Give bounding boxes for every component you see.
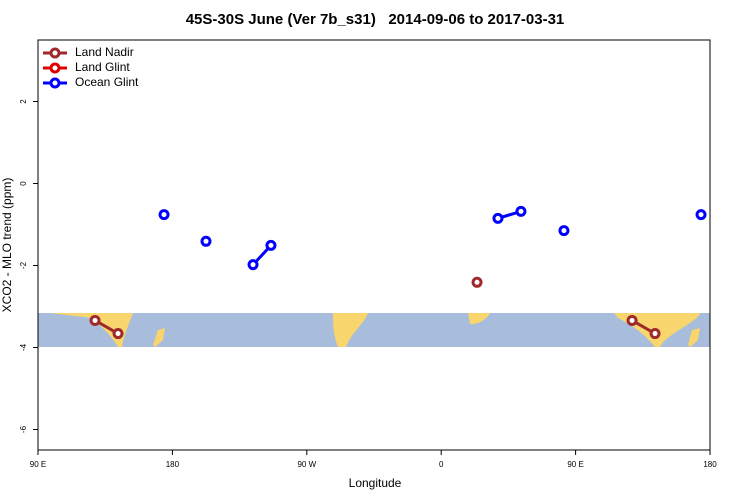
x-tick-label: 0 [439,460,444,469]
y-tick-label: 2 [19,99,28,104]
data-point [471,276,483,288]
series-line [253,211,701,264]
data-point [626,314,638,326]
x-tick-label: 180 [703,460,717,469]
plot-frame [37,39,711,451]
y-tick-label: 0 [19,181,28,186]
data-point [649,328,661,340]
legend-marker [49,62,61,74]
y-tick-label: -4 [19,343,28,351]
data-point [112,328,124,340]
legend-marker [49,77,61,89]
y-axis-label: XCO2 - MLO trend (ppm) [0,178,14,313]
x-tick-label: 90 E [30,460,46,469]
land [468,313,490,325]
x-tick-label: 90 E [567,460,583,469]
data-point [558,225,570,237]
legend-label: Ocean Glint [75,75,139,89]
x-tick-label: 180 [166,460,180,469]
map-band [38,313,710,347]
legend-label: Land Glint [75,60,130,74]
legend-marker [49,47,61,59]
land [688,328,700,347]
data-point [265,239,277,251]
data-point [695,209,707,221]
x-tick-label: 90 W [297,460,316,469]
data-point [158,209,170,221]
legend-label: Land Nadir [75,45,134,59]
y-tick-label: -2 [19,261,28,269]
data-point [247,259,259,271]
land [50,313,133,347]
data-point [515,205,527,217]
y-tick-label: -6 [19,425,28,433]
x-axis-label: Longitude [349,476,402,490]
data-point [492,212,504,224]
data-point [200,235,212,247]
land [153,328,165,347]
ocean-band [38,313,710,347]
data-point [89,314,101,326]
land [333,313,368,347]
chart-title: 45S-30S June (Ver 7b_s31) 2014-09-06 to … [186,11,565,28]
